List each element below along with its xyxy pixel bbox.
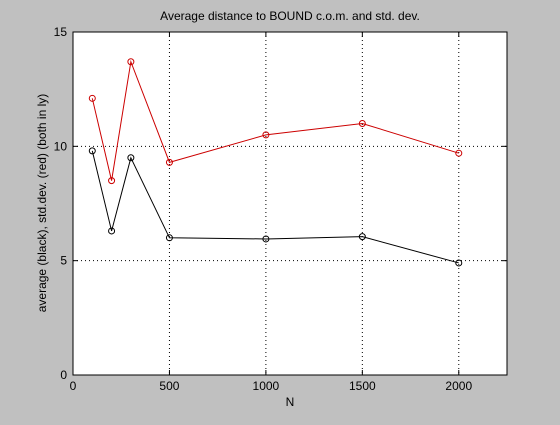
axes-background bbox=[73, 32, 507, 375]
x-tick-label: 0 bbox=[70, 379, 77, 393]
y-tick-label: 5 bbox=[60, 254, 67, 268]
y-axis-label: average (black), std.dev. (red) (both in… bbox=[35, 94, 49, 313]
y-tick-label: 0 bbox=[60, 368, 67, 382]
y-tick-label: 15 bbox=[54, 25, 68, 39]
chart-title: Average distance to BOUND c.o.m. and std… bbox=[160, 9, 420, 23]
x-tick-label: 1500 bbox=[349, 379, 376, 393]
x-tick-label: 2000 bbox=[445, 379, 472, 393]
x-tick-label: 500 bbox=[159, 379, 179, 393]
x-axis-label: N bbox=[286, 395, 295, 409]
y-tick-label: 10 bbox=[54, 139, 68, 153]
x-tick-label: 1000 bbox=[253, 379, 280, 393]
